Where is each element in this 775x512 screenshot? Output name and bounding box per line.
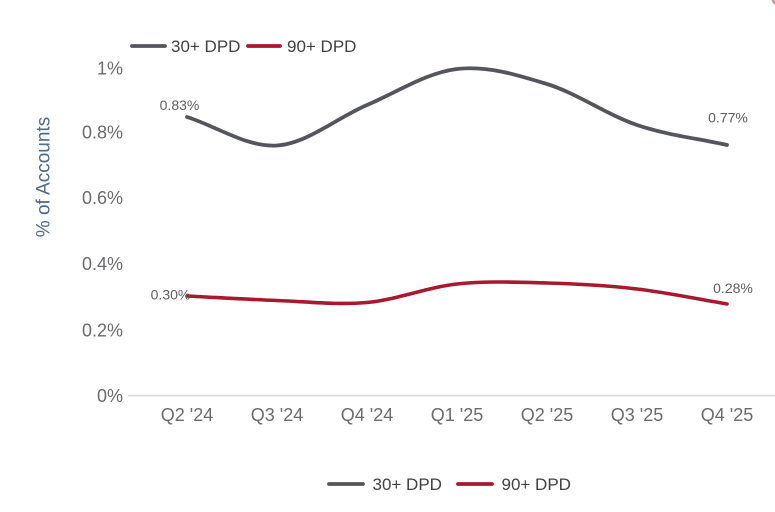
svg-text:30+ DPD: 30+ DPD (171, 37, 240, 56)
svg-text:1%: 1% (97, 59, 123, 79)
svg-text:0%: 0% (97, 386, 123, 406)
svg-text:Q4 '25: Q4 '25 (701, 405, 753, 425)
svg-text:0.8%: 0.8% (82, 123, 123, 143)
svg-text:0.83%: 0.83% (160, 97, 200, 113)
svg-text:Q4 '24: Q4 '24 (341, 405, 393, 425)
svg-text:0.4%: 0.4% (82, 254, 123, 274)
svg-text:Q2 '25: Q2 '25 (521, 405, 573, 425)
svg-text:30+ DPD: 30+ DPD (373, 475, 442, 494)
svg-text:Q3 '24: Q3 '24 (251, 405, 303, 425)
svg-text:0.6%: 0.6% (82, 188, 123, 208)
svg-text:0.2%: 0.2% (82, 321, 123, 341)
svg-text:90+ DPD: 90+ DPD (502, 475, 571, 494)
svg-text:Q1 '25: Q1 '25 (431, 405, 483, 425)
svg-text:0.28%: 0.28% (713, 280, 753, 296)
svg-text:90+ DPD: 90+ DPD (287, 37, 356, 56)
svg-text:0.77%: 0.77% (708, 110, 748, 126)
svg-text:Q3 '25: Q3 '25 (611, 405, 663, 425)
svg-text:0.30%: 0.30% (151, 287, 191, 303)
svg-text:% of Accounts: % of Accounts (34, 117, 55, 237)
svg-text:Q2 '24: Q2 '24 (161, 405, 213, 425)
